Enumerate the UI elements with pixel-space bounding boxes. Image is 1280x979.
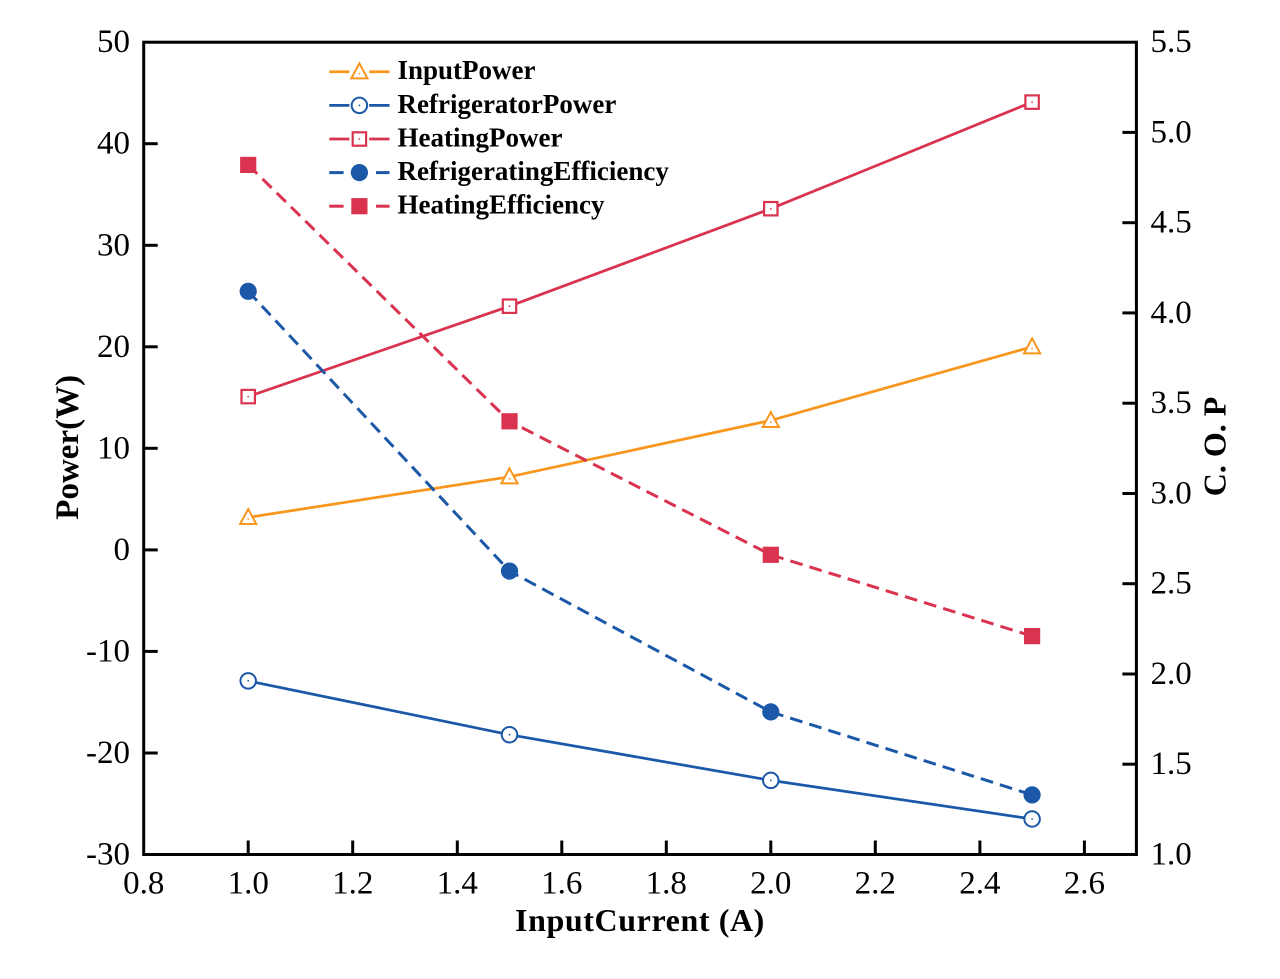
- svg-text:InputPower: InputPower: [398, 55, 536, 85]
- svg-text:C. O. P: C. O. P: [1197, 397, 1233, 497]
- svg-text:HeatingPower: HeatingPower: [398, 122, 563, 152]
- svg-text:4.0: 4.0: [1151, 295, 1192, 331]
- svg-text:0.8: 0.8: [123, 866, 164, 902]
- svg-text:0: 0: [114, 532, 131, 568]
- svg-text:2.2: 2.2: [855, 866, 896, 902]
- svg-text:1.5: 1.5: [1151, 746, 1192, 782]
- svg-text:1.6: 1.6: [541, 866, 582, 902]
- svg-text:5.5: 5.5: [1151, 24, 1192, 60]
- svg-text:1.8: 1.8: [646, 866, 687, 902]
- svg-text:-10: -10: [86, 633, 130, 669]
- svg-text:1.0: 1.0: [228, 866, 269, 902]
- svg-text:2.0: 2.0: [1151, 656, 1192, 692]
- svg-text:3.5: 3.5: [1151, 385, 1192, 421]
- svg-text:5.0: 5.0: [1151, 114, 1192, 150]
- svg-text:RefrigeratingEfficiency: RefrigeratingEfficiency: [398, 156, 670, 186]
- svg-text:1.2: 1.2: [332, 866, 373, 902]
- svg-text:50: 50: [97, 24, 130, 60]
- svg-text:2.6: 2.6: [1064, 866, 1105, 902]
- svg-text:10: 10: [97, 430, 130, 466]
- svg-text:40: 40: [97, 126, 130, 162]
- svg-text:RefrigeratorPower: RefrigeratorPower: [398, 89, 617, 119]
- svg-text:HeatingEfficiency: HeatingEfficiency: [398, 190, 605, 220]
- svg-text:-20: -20: [86, 735, 130, 771]
- svg-text:1.4: 1.4: [437, 866, 478, 902]
- svg-text:2.4: 2.4: [959, 866, 1000, 902]
- svg-text:Power(W): Power(W): [50, 375, 86, 520]
- svg-text:1.0: 1.0: [1151, 837, 1192, 873]
- svg-text:3.0: 3.0: [1151, 476, 1192, 512]
- svg-text:2.0: 2.0: [750, 866, 791, 902]
- svg-text:2.5: 2.5: [1151, 566, 1192, 602]
- svg-text:20: 20: [97, 329, 130, 365]
- svg-text:30: 30: [97, 227, 130, 263]
- svg-text:-30: -30: [86, 837, 130, 873]
- svg-text:InputCurrent (A): InputCurrent (A): [515, 902, 765, 938]
- svg-text:4.5: 4.5: [1151, 205, 1192, 241]
